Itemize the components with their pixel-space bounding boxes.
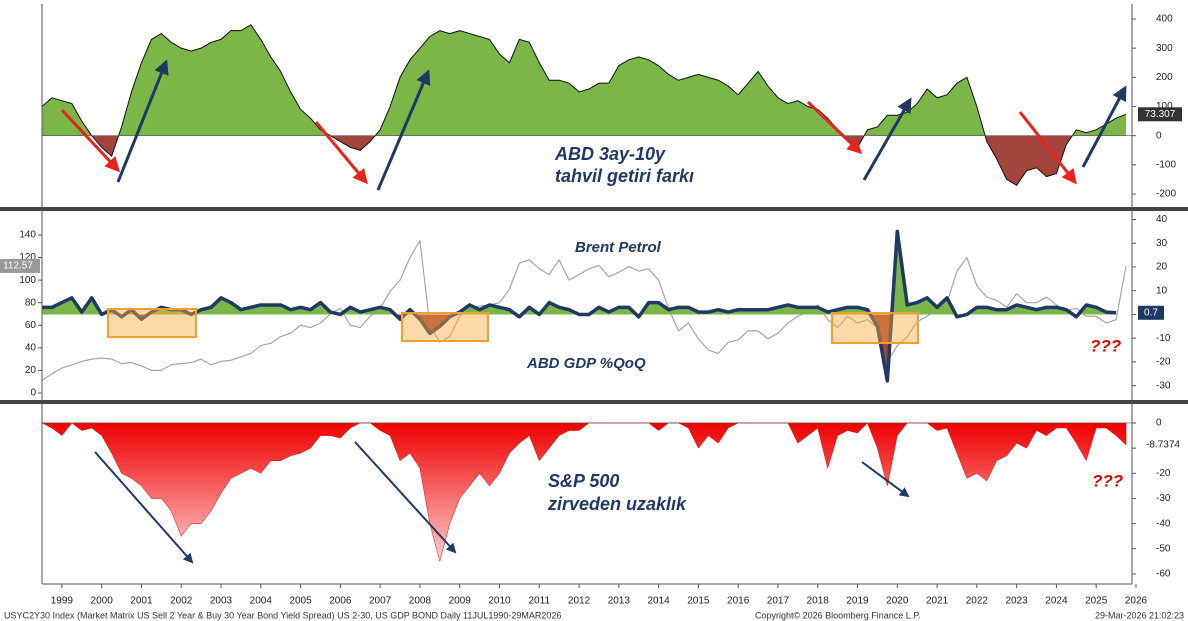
highlight-boxes [107,308,919,344]
x-tick-label: 2019 [846,596,869,607]
annotation: zirveden uzaklık [547,494,687,514]
y2-tick-label: 30 [1156,238,1168,249]
last-value-badge [0,258,40,273]
x-tick-label: 2012 [568,596,591,607]
last-value-label: -8.7374 [1146,440,1180,451]
x-tick-label: 2024 [1045,596,1068,607]
y2-tick-label: 40 [1156,214,1168,225]
last-value-badge [1138,107,1182,122]
y2-tick-label: 20 [1156,262,1168,273]
y-tick-label: 100 [1156,101,1173,112]
x-tick-label: 2010 [488,596,511,607]
annotation: ??? [1090,336,1122,355]
y2-tick-label: -10 [1156,333,1171,344]
x-tick-label: 2007 [369,596,392,607]
x-tick-label: 2005 [289,596,312,607]
series-label: ABD GDP %QoQ [526,355,646,372]
arrows [60,59,1127,564]
footer-right: 29-Mar-2026 21:02:23 [1095,610,1184,620]
y2-tick-label: 10 [1156,285,1168,296]
annotation: ABD 3ay-10y [554,144,666,164]
last-value-badge [1138,437,1188,452]
area [41,422,1127,563]
x-tick-label: 2001 [130,596,153,607]
frame [0,4,1188,585]
x-tick-label: 2023 [1006,596,1029,607]
annotation: tahvil getiri farkı [555,166,694,186]
y-tick-label: -100 [1156,159,1176,170]
last-value-label: 112.57 [3,261,33,272]
x-tick-label: 2020 [886,596,909,607]
x-tick-label: 2014 [647,596,670,607]
last-value-label: 73.307 [1145,109,1176,120]
x-tick-label: 2017 [767,596,790,607]
y-tick-label: 140 [19,230,36,241]
y-tick-label: 40 [25,342,37,353]
footer-left: USYC2Y30 Index (Market Matrix US Sell 2 … [4,610,561,620]
area-outline [41,24,1127,186]
y-tick-label: 400 [1156,14,1173,25]
y-tick-label: 0 [1156,130,1162,141]
line [42,229,1117,383]
x-tick-label: 2008 [409,596,432,607]
annotation: ??? [1092,471,1124,490]
x-tick-label: 2016 [727,596,750,607]
x-tick-label: 2026 [1125,596,1148,607]
area-positive [42,24,1127,136]
y2-tick-label: -20 [1156,357,1171,368]
y-tick-label: 0 [30,388,36,399]
y-tick-label: -40 [1156,518,1171,529]
y-tick-label: 200 [1156,72,1173,83]
footer-center: Copyright© 2026 Bloomberg Finance L.P. [755,610,921,620]
x-tick-label: 2011 [529,596,551,607]
y-tick-label: 80 [25,297,37,308]
y-tick-label: -30 [1156,493,1171,504]
y-tick-label: 120 [19,252,36,263]
series-label: Brent Petrol [575,239,662,256]
annotation: S&P 500 [548,471,619,491]
area-negative [42,135,1127,186]
y-tick-label: 0 [1156,418,1162,429]
y-tick-label: -200 [1156,189,1176,200]
y-tick-label: 20 [25,365,37,376]
x-tick-label: 2004 [250,596,273,607]
x-tick-label: 2009 [449,596,472,607]
last-value-label: 0.7 [1144,307,1158,318]
x-tick-label: 2002 [170,596,193,607]
x-tick-label: 2013 [608,596,631,607]
x-tick-label: 2015 [687,596,710,607]
x-tick-label: 2000 [91,596,114,607]
x-tick-label: 2022 [966,596,989,607]
x-tick-label: 2018 [807,596,830,607]
x-tick-label: 2021 [926,596,949,607]
x-tick-label: 2003 [210,596,233,607]
y-tick-label: -50 [1156,543,1171,554]
last-value-badge [1138,305,1164,320]
y-tick-label: -60 [1156,569,1171,580]
y-tick-label: 300 [1156,43,1173,54]
x-tick-label: 2006 [329,596,352,607]
x-tick-label: 2025 [1085,596,1108,607]
y-tick-label: -20 [1156,468,1171,479]
y2-tick-label: -30 [1156,380,1171,391]
y-tick-label: 100 [19,275,36,286]
y-tick-label: 60 [25,320,37,331]
area-negative [118,314,1079,381]
x-tick-label: 1999 [51,596,74,607]
